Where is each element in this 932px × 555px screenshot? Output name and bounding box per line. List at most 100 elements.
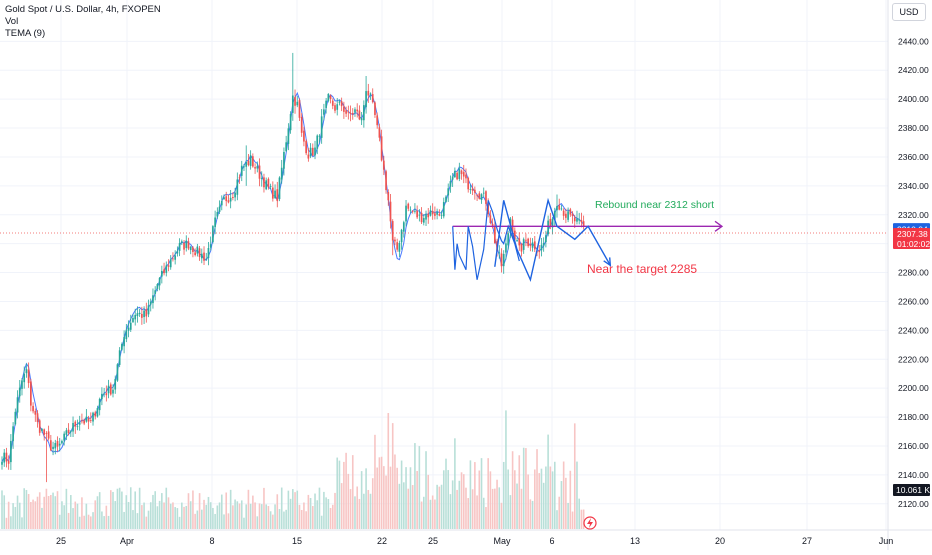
volume-bar: [36, 496, 39, 529]
volume-bar: [243, 517, 245, 529]
volume-bar: [431, 495, 434, 529]
volume-bar: [74, 501, 77, 529]
candle-body: [376, 115, 379, 126]
candle-body: [52, 446, 54, 449]
candle-body: [49, 440, 52, 451]
candle-body: [178, 243, 181, 251]
candle-body: [562, 210, 565, 216]
candle-body: [498, 252, 501, 254]
candle-body: [176, 251, 179, 254]
volume-bar: [256, 516, 259, 529]
candle-body: [121, 344, 123, 350]
candle-body: [369, 93, 372, 95]
candle-body: [194, 252, 196, 256]
candle-body: [81, 420, 83, 422]
volume-bar: [360, 471, 363, 529]
candle-body: [16, 397, 19, 413]
candle-body: [429, 210, 432, 216]
candle-body: [374, 102, 376, 115]
y-tick-label: 2280.00: [898, 268, 929, 278]
candle-body: [260, 178, 263, 179]
x-tick-label: May: [493, 536, 511, 546]
candle-body: [567, 211, 569, 220]
volume-bar: [351, 455, 354, 529]
volume-bar: [220, 494, 223, 529]
candle-body: [252, 156, 254, 167]
candle-body: [149, 301, 152, 305]
candle-body: [356, 109, 359, 112]
volume-bar: [440, 484, 443, 529]
candle-body: [307, 154, 310, 159]
candle-body: [418, 214, 421, 216]
volume-bar: [187, 493, 190, 529]
candle-body: [325, 100, 327, 108]
volume-bar: [198, 493, 201, 529]
candle-body: [196, 246, 199, 254]
candle-body: [236, 179, 239, 195]
candle-body: [318, 135, 321, 137]
volume-bar: [396, 467, 398, 529]
candle-body: [431, 210, 434, 215]
candle-body: [65, 430, 68, 435]
projection-path-b: [494, 197, 611, 283]
volume-bar: [389, 466, 392, 529]
volume-bar: [496, 479, 498, 529]
candle-body: [38, 420, 41, 433]
volume-bar: [540, 468, 543, 529]
candle-body: [420, 212, 423, 223]
candle-body: [200, 253, 203, 259]
volume-bar: [103, 516, 105, 529]
candle-body: [245, 162, 248, 167]
candle-body: [405, 205, 407, 222]
volume-bar: [358, 498, 361, 529]
volume-bar: [525, 448, 527, 529]
volume-bar: [427, 474, 430, 529]
candle-body: [267, 178, 270, 188]
annotation-rebound: Rebound near 2312 short: [595, 199, 714, 211]
volume-bar: [467, 498, 469, 529]
candle-body: [385, 171, 387, 191]
candle-body: [280, 167, 283, 180]
candle-body: [363, 105, 365, 121]
volume-bar: [203, 499, 205, 529]
candle-body: [440, 214, 443, 216]
candle-body: [360, 118, 363, 121]
candle-body: [451, 176, 454, 180]
volume-bar: [458, 480, 461, 529]
candle-body: [347, 111, 350, 113]
volume-bar: [109, 490, 112, 529]
volume-bar: [347, 473, 350, 529]
candle-body: [518, 238, 521, 246]
candle-body: [476, 194, 478, 196]
volume-bar: [149, 502, 152, 529]
candle-body: [331, 100, 334, 106]
volume-bar: [18, 502, 21, 529]
candle-body: [573, 217, 576, 222]
volume-bar: [218, 502, 221, 529]
volume-bar: [429, 499, 432, 529]
symbol-title: Gold Spot / U.S. Dollar, 4h, FXOPEN: [5, 4, 161, 15]
x-tick-label: Jun: [879, 536, 894, 546]
candle-body: [525, 239, 527, 241]
volume-bar: [558, 496, 561, 529]
candle-body: [320, 116, 323, 138]
candle-body: [240, 165, 243, 176]
volume-bar: [172, 502, 174, 529]
volume-bar: [265, 504, 267, 529]
volume-bar: [534, 469, 536, 529]
candle-body: [25, 369, 28, 374]
candle-body: [303, 130, 305, 142]
volume-bar: [129, 487, 132, 529]
candle-body: [83, 420, 85, 424]
candle-body: [36, 413, 39, 423]
volume-bar: [101, 511, 103, 529]
volume-bar: [442, 470, 445, 529]
candle-body: [489, 215, 492, 224]
projection-path-a: [452, 200, 520, 280]
currency-button[interactable]: USD: [892, 3, 926, 21]
candle-body: [354, 109, 356, 113]
candle-body: [32, 405, 34, 412]
